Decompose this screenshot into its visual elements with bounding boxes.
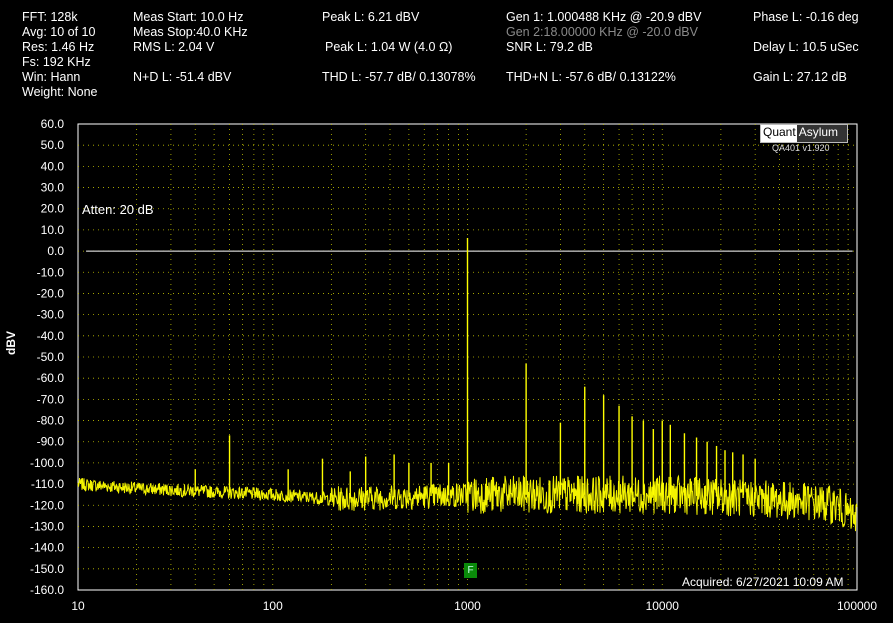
y-tick-label: -30.0 bbox=[37, 308, 65, 322]
frequency-marker-flag[interactable]: F bbox=[464, 563, 477, 578]
y-tick-label: -40.0 bbox=[37, 329, 65, 343]
y-tick-label: -140.0 bbox=[30, 541, 64, 555]
acquired-timestamp: Acquired: 6/27/2021 10:09 AM bbox=[682, 575, 844, 589]
gen1-setting: Gen 1: 1.000488 KHz @ -20.9 dBV bbox=[506, 10, 702, 24]
y-axis-label: dBV bbox=[4, 331, 18, 355]
delay-level: Delay L: 10.5 uSec bbox=[753, 40, 859, 54]
y-tick-label: 20.0 bbox=[41, 202, 65, 216]
avg-count: Avg: 10 of 10 bbox=[22, 25, 96, 39]
weighting: Weight: None bbox=[22, 85, 98, 99]
attenuation-label: Atten: 20 dB bbox=[82, 202, 154, 217]
y-tick-label: -160.0 bbox=[30, 583, 64, 597]
y-tick-label: -20.0 bbox=[37, 286, 65, 300]
thd-level: THD L: -57.7 dB/ 0.13078% bbox=[322, 70, 476, 84]
version-label: QA401 v1.920 bbox=[772, 143, 830, 153]
rms-level: RMS L: 2.04 V bbox=[133, 40, 215, 54]
y-tick-label: -60.0 bbox=[37, 371, 65, 385]
meas-start: Meas Start: 10.0 Hz bbox=[133, 10, 244, 24]
y-tick-label: 10.0 bbox=[41, 223, 65, 237]
x-tick-label: 10 bbox=[71, 599, 85, 613]
x-tick-label: 1000 bbox=[454, 599, 481, 613]
y-tick-label: -150.0 bbox=[30, 562, 64, 576]
x-tick-label: 100000 bbox=[837, 599, 877, 613]
y-tick-label: -120.0 bbox=[30, 498, 64, 512]
gen2-setting: Gen 2:18.00000 KHz @ -20.0 dBV bbox=[506, 25, 698, 39]
y-tick-label: 30.0 bbox=[41, 181, 65, 195]
thdn-level: THD+N L: -57.6 dB/ 0.13122% bbox=[506, 70, 676, 84]
window-type: Win: Hann bbox=[22, 70, 81, 84]
y-tick-label: -10.0 bbox=[37, 265, 65, 279]
y-tick-label: 60.0 bbox=[41, 117, 65, 131]
fft-size: FFT: 128k bbox=[22, 10, 78, 24]
y-tick-label: 0.0 bbox=[47, 244, 64, 258]
y-tick-label: -110.0 bbox=[31, 477, 64, 491]
resolution: Res: 1.46 Hz bbox=[22, 40, 95, 54]
gain-level: Gain L: 27.12 dB bbox=[753, 70, 847, 84]
y-tick-label: -100.0 bbox=[30, 456, 64, 470]
x-tick-label: 10000 bbox=[646, 599, 680, 613]
noise-distortion: N+D L: -51.4 dBV bbox=[133, 70, 232, 84]
y-tick-label: -80.0 bbox=[37, 414, 65, 428]
phase-level: Phase L: -0.16 deg bbox=[753, 10, 859, 24]
y-tick-label: -90.0 bbox=[37, 435, 65, 449]
y-tick-label: 50.0 bbox=[41, 138, 65, 152]
meas-stop: Meas Stop:40.0 KHz bbox=[133, 25, 248, 39]
y-tick-label: -50.0 bbox=[37, 350, 65, 364]
x-tick-label: 100 bbox=[263, 599, 283, 613]
y-tick-label: 40.0 bbox=[41, 159, 65, 173]
snr-level: SNR L: 79.2 dB bbox=[506, 40, 593, 54]
noise-trace bbox=[77, 474, 858, 532]
peak-level: Peak L: 6.21 dBV bbox=[322, 10, 420, 24]
peak-power: Peak L: 1.04 W (4.0 Ω) bbox=[325, 40, 453, 54]
sample-rate: Fs: 192 KHz bbox=[22, 55, 91, 69]
y-tick-label: -130.0 bbox=[30, 519, 64, 533]
y-tick-label: -70.0 bbox=[37, 392, 65, 406]
quantasylum-logo: Quant Asylum bbox=[760, 124, 848, 143]
